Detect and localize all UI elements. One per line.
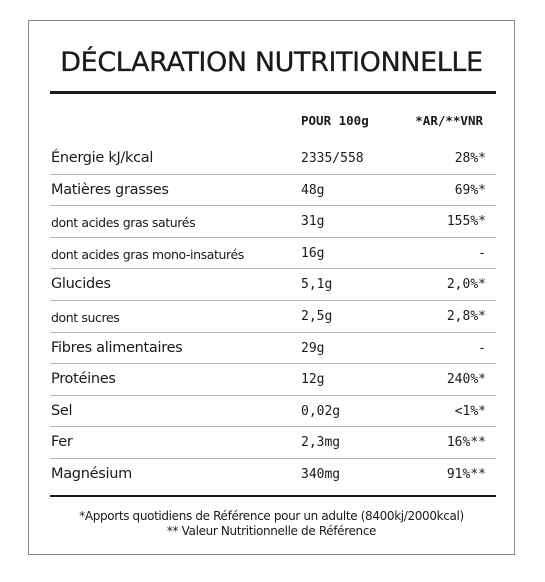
nutrient-ar-percent: 16%** [446,435,486,451]
footnote-vnr: ** Valeur Nutritionnelle de Référence [166,524,377,538]
footnote-ar: *Apports quotidiens de Référence pour un… [79,509,464,523]
table-row: Énergie kJ/kcal 2335/558 28%* [50,143,496,175]
nutrient-ar-percent: 28%* [454,151,486,166]
nutrient-ar-percent: - [478,340,486,356]
table-bottom-divider [50,495,496,497]
nutrient-value: 16g [301,245,325,261]
table-row: Magnésium 340mg 91%** [50,459,496,491]
nutrient-name: Protéines [51,371,116,388]
nutrient-name: Fibres alimentaires [51,339,183,356]
nutrient-ar-percent: - [478,245,486,261]
nutrient-rows: Énergie kJ/kcal 2335/558 28%* Matières gras… [50,143,496,491]
nutrient-ar-percent: 91%** [446,466,486,482]
title-divider [50,91,496,94]
nutrient-name: Fer [51,434,73,451]
table-row: dont sucres 2,5g 2,8%* [50,301,496,333]
table-title: DÉCLARATION NUTRITIONNELLE [60,47,483,78]
nutrient-value: 0,02g [301,403,341,419]
nutrition-table-frame: DÉCLARATION NUTRITIONNELLE POUR 100g *AR… [28,20,515,555]
table-row: Fibres alimentaires 29g - [50,333,496,365]
nutrient-value: 2335/558 [301,151,364,166]
nutrient-name: Glucides [51,276,111,293]
table-row: Protéines 12g 240%* [50,364,496,396]
table-row: Matières grasses 48g 69%* [50,175,496,207]
nutrient-name: Énergie kJ/kcal [51,150,154,166]
nutrient-name: dont sucres [51,309,120,325]
nutrient-value: 48g [301,182,325,198]
nutrient-name: dont acides gras mono-insaturés [51,246,244,262]
nutrient-value: 31g [301,214,325,230]
nutrient-ar-percent: 69%* [454,182,486,198]
table-row: Sel 0,02g <1%* [50,396,496,428]
nutrient-name: Matières grasses [51,181,169,198]
table-row: Fer 2,3mg 16%** [50,427,496,459]
nutrient-name: Magnésium [51,465,132,482]
header-ar-vnr: *AR/**VNR [415,113,483,128]
nutrient-value: 340mg [301,466,341,482]
column-headers: POUR 100g *AR/**VNR [29,113,514,135]
footnotes: *Apports quotidiens de Référence pour un… [29,509,514,539]
nutrient-ar-percent: 2,0%* [446,277,486,293]
nutrient-ar-percent: <1%* [454,403,486,419]
nutrient-ar-percent: 240%* [446,372,486,388]
table-row: dont acides gras saturés 31g 155%* [50,206,496,238]
nutrient-value: 2,3mg [301,435,341,451]
table-row: dont acides gras mono-insaturés 16g - [50,238,496,270]
nutrient-value: 29g [301,340,325,356]
nutrient-value: 12g [301,372,325,388]
header-per-100g: POUR 100g [301,113,369,128]
table-row: Glucides 5,1g 2,0%* [50,269,496,301]
nutrient-ar-percent: 155%* [446,214,486,230]
nutrient-name: dont acides gras saturés [51,215,196,231]
nutrient-ar-percent: 2,8%* [446,308,486,324]
nutrient-name: Sel [51,402,73,419]
nutrient-value: 5,1g [301,277,333,293]
nutrient-value: 2,5g [301,308,333,324]
